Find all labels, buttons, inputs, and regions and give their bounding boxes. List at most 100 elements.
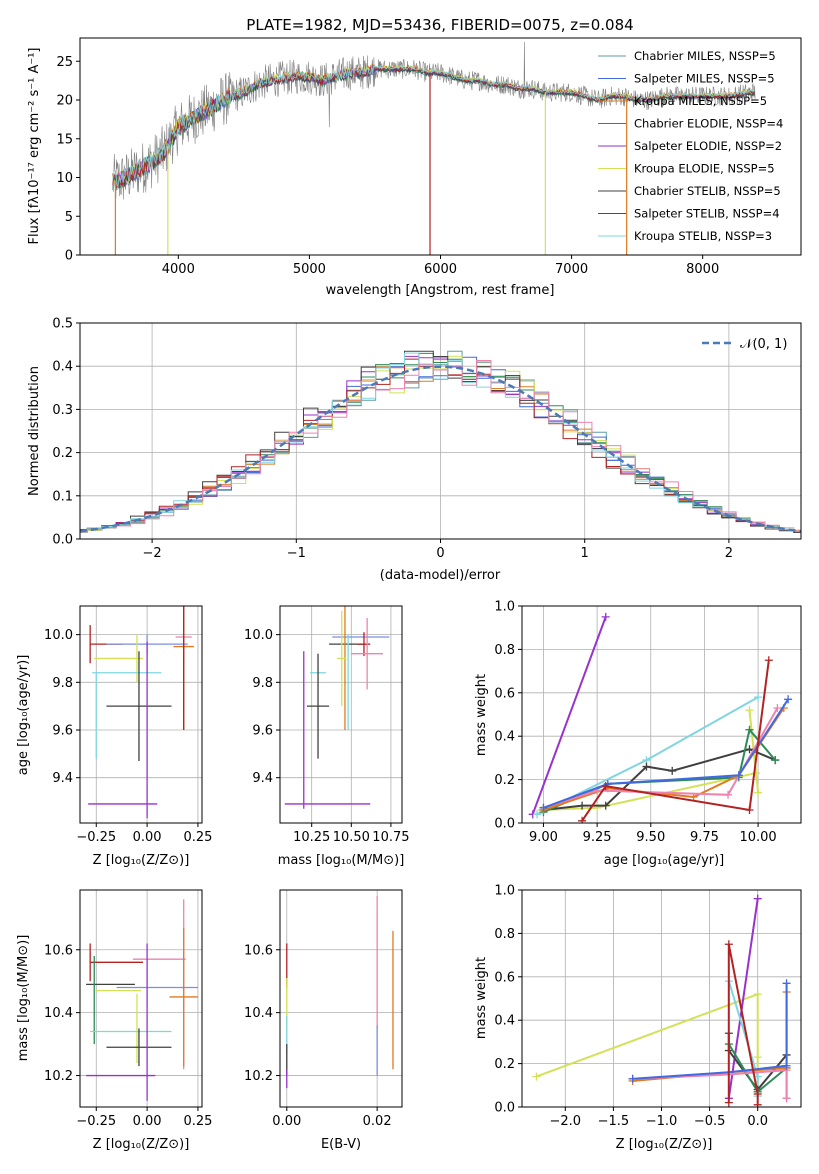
weight-series-line <box>632 983 788 1080</box>
spectrum-legend: Chabrier MILES, NSSP=5 Salpeter MILES, NS… <box>598 49 783 243</box>
spectrum-xlabel: wavelength [Angstrom, rest frame] <box>326 283 555 298</box>
x-tick-label: 10.00 <box>739 830 776 845</box>
age-vs-z-ylabel: age [log₁₀(age/yr)] <box>16 655 31 776</box>
weight-series-line <box>727 898 759 1099</box>
weight-point-marker <box>753 1100 762 1107</box>
y-tick-label: 10.6 <box>244 943 273 958</box>
weight-series-line <box>531 616 607 815</box>
y-tick-label: 9.6 <box>252 724 273 739</box>
x-tick-label: 8000 <box>686 262 719 277</box>
gaussian-legend-label: 𝒩(0, 1) <box>740 337 787 352</box>
y-tick-label: 10.2 <box>44 1069 73 1084</box>
mass-vs-ebv-axes-frame <box>279 889 403 1108</box>
residual-legend: 𝒩(0, 1) <box>702 337 787 352</box>
age-vs-z-axes-frame <box>79 605 203 824</box>
age-vs-mass-xlabel: mass [log₁₀(M/M⊙)] <box>278 853 405 868</box>
weight-series-line <box>543 727 776 814</box>
x-tick-label: 0.25 <box>183 1114 212 1129</box>
weight-point-marker <box>601 612 610 621</box>
weight-point-marker <box>745 725 754 734</box>
spectrum-panel: PLATE=1982, MJD=53436, FIBERID=0075, z=0… <box>27 16 802 298</box>
y-tick-label: 0.6 <box>494 686 515 701</box>
legend-entry: Chabrier STELIB, NSSP=5 <box>634 184 781 198</box>
x-tick-label: 9.00 <box>529 830 558 845</box>
weight-point-marker <box>754 788 763 797</box>
x-tick-label: 0.0 <box>747 1114 768 1129</box>
weight-point-marker <box>724 940 733 949</box>
legend-entry: Salpeter STELIB, NSSP=4 <box>634 207 780 221</box>
y-tick-label: 0.4 <box>52 360 73 375</box>
y-tick-label: 0.1 <box>52 489 73 504</box>
y-tick-label: 0.4 <box>494 1014 515 1029</box>
residual-xlabel: (data-model)/error <box>380 568 501 583</box>
weight-point-marker <box>753 894 762 903</box>
y-tick-label: 9.6 <box>52 724 73 739</box>
weight-series-line <box>543 698 789 809</box>
y-tick-label: 0.8 <box>494 643 515 658</box>
weight-point-marker <box>724 1098 733 1107</box>
y-tick-label: 0.0 <box>52 533 73 548</box>
residual-histogram <box>80 360 801 533</box>
weight-vs-age-ylabel: mass weight <box>474 674 489 756</box>
y-tick-label: 9.4 <box>252 771 273 786</box>
weight-vs-z-grid <box>522 889 801 1108</box>
x-tick-label: 5000 <box>293 262 326 277</box>
weight-point-marker <box>782 979 791 988</box>
x-tick-label: 6000 <box>424 262 457 277</box>
y-tick-label: 0.8 <box>494 927 515 942</box>
legend-entry: Salpeter MILES, NSSP=5 <box>634 72 775 86</box>
x-tick-label: −2 <box>143 546 162 561</box>
y-tick-label: 5 <box>65 210 73 225</box>
x-tick-label: 9.50 <box>636 830 665 845</box>
spectrum-ylabel: Flux [fλ10⁻¹⁷ erg cm⁻² s⁻¹ A⁻¹] <box>27 48 42 245</box>
residual-ylabel: Normed distribution <box>27 366 42 496</box>
y-tick-label: 15 <box>56 132 73 147</box>
weight-point-marker <box>533 810 542 819</box>
weight-point-marker <box>734 771 743 780</box>
weight-series-line <box>727 944 759 1105</box>
y-tick-label: 10.6 <box>44 943 73 958</box>
y-tick-label: 0.2 <box>52 446 73 461</box>
legend-entry: Kroupa ELODIE, NSSP=5 <box>634 162 775 176</box>
weight-point-marker <box>601 782 610 791</box>
weight-point-marker <box>773 703 782 712</box>
x-tick-label: 0.02 <box>363 1114 392 1129</box>
weight-vs-z-ylabel: mass weight <box>474 957 489 1039</box>
weight-point-marker <box>668 766 677 775</box>
x-tick-label: −1.5 <box>598 1114 630 1129</box>
weight-vs-age-xlabel: age [log₁₀(age/yr)] <box>604 853 725 868</box>
legend-entry: Kroupa MILES, NSSP=5 <box>634 94 767 108</box>
mass-vs-z-panel: −0.25 0.00 0.25 10.2 10.4 10.6 Z [log₁₀(Z/Z⊙)… <box>16 889 212 1152</box>
y-tick-label: 0.6 <box>494 970 515 985</box>
age-vs-mass-panel: 10.25 10.50 10.75 9.4 9.6 9.8 10.0 mass [log₁₀… <box>244 605 410 868</box>
x-tick-label: −2.0 <box>550 1114 582 1129</box>
legend-entry: Salpeter ELODIE, NSSP=2 <box>634 139 782 153</box>
weight-point-marker <box>578 801 587 810</box>
y-tick-label: 0.4 <box>494 730 515 745</box>
x-tick-label: −1 <box>287 546 306 561</box>
weight-point-marker <box>754 693 763 702</box>
y-tick-label: 0.0 <box>494 1101 515 1116</box>
weight-point-marker <box>782 1094 791 1103</box>
gaussian-curve <box>80 365 801 533</box>
mass-vs-z-ylabel: mass [log₁₀(M/M⊙)] <box>16 935 31 1062</box>
residual-panel: −2 −1 0 1 2 0.0 0.1 0.2 0.3 0.4 0.5 (data-model)/e… <box>27 317 802 583</box>
x-tick-label: −0.25 <box>76 1114 116 1129</box>
x-tick-label: 7000 <box>555 262 588 277</box>
weight-point-marker <box>532 1072 541 1081</box>
y-tick-label: 1.0 <box>494 600 515 615</box>
mass-vs-ebv-xlabel: E(B-V) <box>321 1137 361 1152</box>
y-tick-label: 0 <box>65 249 73 264</box>
legend-entry: Chabrier MILES, NSSP=5 <box>634 49 776 63</box>
y-tick-label: 10.4 <box>244 1006 273 1021</box>
x-tick-label: 0.00 <box>133 1114 162 1129</box>
spectrum-axes-frame <box>79 37 802 256</box>
y-tick-label: 10.0 <box>44 628 73 643</box>
weight-point-marker <box>753 1089 762 1098</box>
x-tick-label: 0.00 <box>133 830 162 845</box>
x-tick-label: 10.50 <box>333 830 370 845</box>
weight-point-marker <box>539 803 548 812</box>
x-tick-label: 2 <box>725 546 733 561</box>
weight-point-marker <box>753 1053 762 1062</box>
y-tick-label: 10.0 <box>244 628 273 643</box>
